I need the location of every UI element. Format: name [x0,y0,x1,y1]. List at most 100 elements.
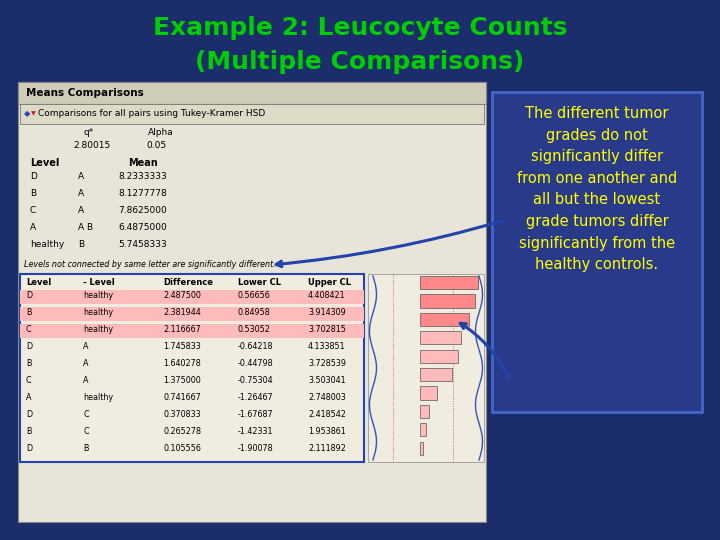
Polygon shape [420,276,478,289]
Polygon shape [20,104,484,124]
Text: C: C [83,427,89,436]
Polygon shape [420,405,429,418]
Polygon shape [492,92,702,412]
Text: 1.640278: 1.640278 [163,359,201,368]
Text: -1.26467: -1.26467 [238,393,274,402]
Text: D: D [26,444,32,453]
Text: 2.748003: 2.748003 [308,393,346,402]
Text: Mean: Mean [128,158,158,168]
Text: -1.42331: -1.42331 [238,427,274,436]
Polygon shape [20,307,364,321]
Polygon shape [420,442,423,455]
Text: q*: q* [83,128,94,137]
Text: ▼: ▼ [31,111,36,117]
Polygon shape [420,387,437,400]
Text: 0.370833: 0.370833 [163,410,201,419]
Text: healthy: healthy [83,393,113,402]
Text: A: A [83,342,89,351]
Text: A: A [78,206,84,215]
Polygon shape [18,82,486,104]
Text: C: C [83,410,89,419]
Text: A: A [83,359,89,368]
Text: 0.56656: 0.56656 [238,291,271,300]
Text: B: B [26,359,32,368]
Text: B: B [30,189,36,198]
Text: 0.741667: 0.741667 [163,393,201,402]
Text: C: C [30,206,36,215]
Text: -1.67687: -1.67687 [238,410,274,419]
Text: Upper CL: Upper CL [308,278,351,287]
Text: D: D [30,172,37,181]
Text: 0.105556: 0.105556 [163,444,201,453]
Text: 1.953861: 1.953861 [308,427,346,436]
Text: healthy: healthy [83,291,113,300]
Text: 3.503041: 3.503041 [308,376,346,385]
Text: 1.745833: 1.745833 [163,342,201,351]
Text: 3.702815: 3.702815 [308,325,346,334]
Text: 7.8625000: 7.8625000 [118,206,167,215]
Text: 3.914309: 3.914309 [308,308,346,317]
Text: A: A [78,189,84,198]
Text: healthy: healthy [83,308,113,317]
Polygon shape [368,274,484,462]
Text: D: D [26,410,32,419]
Text: 8.1277778: 8.1277778 [118,189,167,198]
Text: - Level: - Level [83,278,114,287]
Text: healthy: healthy [83,325,113,334]
Text: Difference: Difference [163,278,213,287]
Text: Means Comparisons: Means Comparisons [26,88,144,98]
Text: ◆: ◆ [24,110,30,118]
Polygon shape [420,368,452,381]
Text: 2.418542: 2.418542 [308,410,346,419]
Text: A B: A B [78,223,93,232]
Text: 2.80015: 2.80015 [73,141,110,150]
Text: 0.84958: 0.84958 [238,308,271,317]
Text: -0.44798: -0.44798 [238,359,274,368]
Text: 0.05: 0.05 [146,141,166,150]
Text: The different tumor
grades do not
significantly differ
from one another and
all : The different tumor grades do not signif… [517,106,677,272]
Polygon shape [420,423,426,436]
Text: B: B [78,240,84,249]
Text: 6.4875000: 6.4875000 [118,223,167,232]
Polygon shape [20,274,364,462]
Text: 2.381944: 2.381944 [163,308,201,317]
Text: 0.53052: 0.53052 [238,325,271,334]
Text: B: B [26,308,32,317]
Polygon shape [420,349,458,363]
Polygon shape [420,331,461,345]
Text: -0.64218: -0.64218 [238,342,274,351]
Text: D: D [26,342,32,351]
Polygon shape [420,313,469,326]
Text: A: A [78,172,84,181]
Text: Comparisons for all pairs using Tukey-Kramer HSD: Comparisons for all pairs using Tukey-Kr… [38,110,265,118]
Text: 2.116667: 2.116667 [163,325,201,334]
Polygon shape [420,294,475,308]
Text: A: A [83,376,89,385]
Text: 3.728539: 3.728539 [308,359,346,368]
Text: Level: Level [30,158,59,168]
Text: A: A [26,393,32,402]
Text: Lower CL: Lower CL [238,278,281,287]
Text: C: C [26,325,32,334]
Text: (Multiple Comparisons): (Multiple Comparisons) [195,50,525,74]
Text: Alpha: Alpha [148,128,174,137]
Text: C: C [26,376,32,385]
Text: 2.487500: 2.487500 [163,291,201,300]
Text: 0.265278: 0.265278 [163,427,201,436]
Text: healthy: healthy [30,240,64,249]
Text: B: B [83,444,89,453]
Text: D: D [26,291,32,300]
Text: 1.375000: 1.375000 [163,376,201,385]
Text: 4.133851: 4.133851 [308,342,346,351]
Text: 8.2333333: 8.2333333 [118,172,167,181]
Text: 4.408421: 4.408421 [308,291,346,300]
Text: -0.75304: -0.75304 [238,376,274,385]
Polygon shape [18,82,486,522]
Text: Example 2: Leucocyte Counts: Example 2: Leucocyte Counts [153,16,567,40]
Text: -1.90078: -1.90078 [238,444,274,453]
Text: B: B [26,427,32,436]
Text: 5.7458333: 5.7458333 [118,240,167,249]
Text: A: A [30,223,36,232]
Polygon shape [20,290,364,304]
Polygon shape [20,324,364,338]
